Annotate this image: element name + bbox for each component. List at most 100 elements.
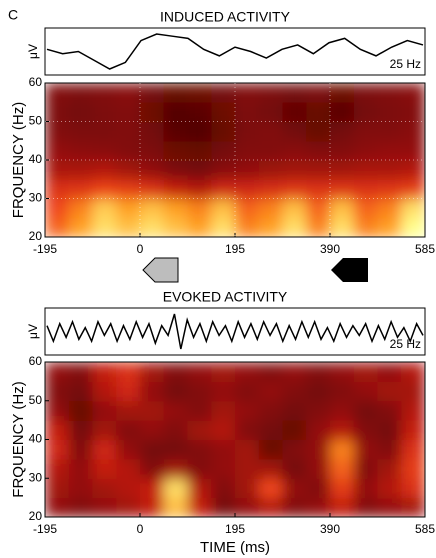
- heat-cell: [68, 381, 94, 402]
- x-tick-label: 390: [320, 522, 340, 536]
- heat-cell: [68, 458, 94, 479]
- heat-cell: [401, 420, 425, 441]
- heat-cell: [163, 102, 189, 123]
- heat-cell: [140, 400, 165, 421]
- y-tick-label: 20: [29, 509, 43, 523]
- heat-cell: [330, 478, 355, 499]
- y-tick-label: 40: [29, 152, 43, 166]
- heat-cell: [282, 160, 307, 180]
- heat-cell: [353, 121, 379, 142]
- heat-cell: [187, 217, 212, 237]
- heat-cell: [163, 420, 189, 441]
- heat-cell: [45, 400, 70, 421]
- heat-cell: [282, 140, 307, 161]
- heat-cell: [401, 381, 425, 402]
- trace-box: [44, 307, 426, 356]
- heat-cell: [163, 179, 189, 200]
- heat-cell: [258, 497, 284, 517]
- heat-cell: [140, 121, 165, 142]
- heat-cell: [92, 179, 117, 200]
- heat-cell: [258, 420, 284, 441]
- heat-cell: [353, 140, 379, 161]
- heat-cell: [306, 439, 331, 460]
- heatmap-cells: [45, 362, 425, 517]
- heat-cell: [211, 497, 236, 517]
- heat-cell: [377, 83, 402, 103]
- heat-cell: [353, 420, 379, 441]
- heat-cell: [68, 420, 94, 441]
- heat-cell: [235, 140, 260, 161]
- heat-cell: [140, 362, 165, 382]
- heat-cell: [45, 439, 70, 460]
- heat-cell: [187, 83, 212, 103]
- heat-cell: [401, 179, 425, 200]
- heat-cell: [401, 102, 425, 123]
- y-axis-label: FRQUENCY (Hz): [10, 102, 27, 218]
- heat-cell: [116, 362, 141, 382]
- heat-cell: [282, 478, 307, 499]
- heat-cell: [163, 439, 189, 460]
- heat-cell: [187, 381, 212, 402]
- heat-cell: [353, 478, 379, 499]
- heat-cell: [92, 420, 117, 441]
- heat-cell: [92, 83, 117, 103]
- heat-cell: [377, 217, 402, 237]
- x-tick-label: 195: [225, 522, 245, 536]
- heat-cell: [235, 83, 260, 103]
- heat-cell: [282, 381, 307, 402]
- heat-cell: [187, 478, 212, 499]
- heat-cell: [116, 102, 141, 123]
- heat-cell: [258, 140, 284, 161]
- y-tick-label: 30: [29, 470, 43, 484]
- heat-cell: [282, 497, 307, 517]
- heat-cell: [306, 497, 331, 517]
- heat-cell: [235, 198, 260, 219]
- heat-cell: [92, 102, 117, 123]
- heat-cell: [282, 439, 307, 460]
- heat-cell: [211, 102, 236, 123]
- heat-cell: [306, 83, 331, 103]
- heat-cell: [377, 121, 402, 142]
- heat-cell: [401, 439, 425, 460]
- heat-cell: [401, 478, 425, 499]
- heat-cell: [187, 497, 212, 517]
- heat-cell: [401, 140, 425, 161]
- heatmap-cells: [45, 83, 425, 237]
- heat-cell: [92, 140, 117, 161]
- heat-cell: [163, 478, 189, 499]
- heat-cell: [92, 217, 117, 237]
- heat-cell: [116, 497, 141, 517]
- heat-cell: [235, 420, 260, 441]
- heat-cell: [211, 83, 236, 103]
- heat-cell: [116, 198, 141, 219]
- heat-cell: [92, 381, 117, 402]
- heat-cell: [140, 83, 165, 103]
- heat-cell: [211, 140, 236, 161]
- heat-cell: [235, 381, 260, 402]
- heat-cell: [306, 420, 331, 441]
- heat-cell: [353, 458, 379, 479]
- arrow-marker: [331, 258, 368, 282]
- heat-cell: [140, 198, 165, 219]
- heat-cell: [68, 83, 94, 103]
- heat-cell: [330, 362, 355, 382]
- heat-cell: [306, 160, 331, 180]
- heat-cell: [187, 198, 212, 219]
- y-tick-label: 40: [29, 432, 43, 446]
- heat-cell: [116, 160, 141, 180]
- heat-cell: [211, 420, 236, 441]
- heat-cell: [187, 439, 212, 460]
- heat-cell: [235, 217, 260, 237]
- heat-cell: [187, 121, 212, 142]
- trace-line: [46, 33, 424, 70]
- heat-cell: [282, 83, 307, 103]
- heat-cell: [377, 160, 402, 180]
- heat-cell: [116, 420, 141, 441]
- heat-cell: [235, 478, 260, 499]
- heat-cell: [401, 217, 425, 237]
- heat-cell: [377, 458, 402, 479]
- heat-cell: [68, 179, 94, 200]
- heat-cell: [140, 458, 165, 479]
- trace-box: [44, 27, 426, 76]
- heat-cell: [258, 179, 284, 200]
